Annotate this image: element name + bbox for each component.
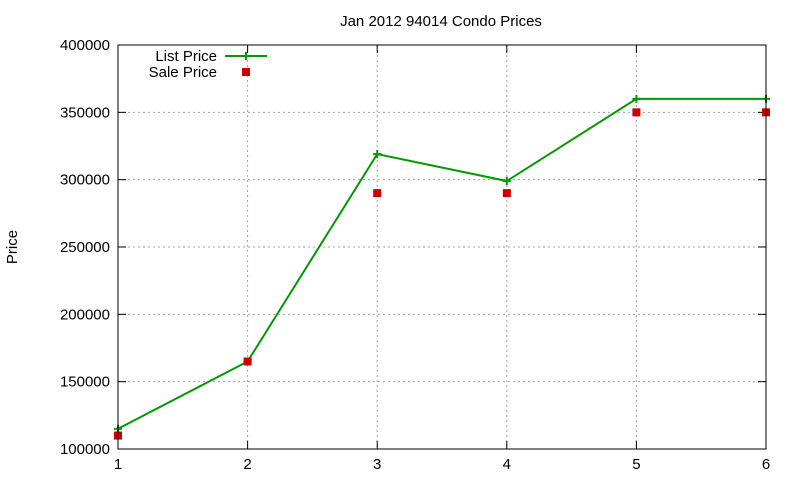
y-tick-label: 150000	[60, 374, 110, 391]
x-tick-label: 4	[503, 456, 511, 473]
legend-label: List Price	[155, 48, 217, 65]
sale-price-point	[632, 108, 641, 117]
legend-label: Sale Price	[149, 64, 217, 81]
x-tick-label: 6	[762, 456, 770, 473]
list-price-point	[373, 150, 382, 159]
sale-price-point	[243, 357, 252, 366]
list-price-point	[632, 94, 641, 103]
x-tick-label: 3	[373, 456, 381, 473]
y-tick-label: 350000	[60, 104, 110, 121]
legend-marker	[242, 68, 250, 76]
chart-title: Jan 2012 94014 Condo Prices	[340, 13, 542, 30]
plot-border	[117, 44, 767, 450]
series-layer	[114, 94, 770, 440]
x-tick-label: 2	[243, 456, 251, 473]
y-tick-label: 200000	[60, 306, 110, 323]
sale-price-point	[373, 189, 382, 198]
series-line-list-price	[117, 97, 766, 430]
y-axis-label: Price	[4, 230, 21, 264]
sale-price-point	[502, 189, 511, 198]
y-tick-label: 100000	[60, 441, 110, 458]
x-tick-label: 1	[114, 456, 122, 473]
y-tick-label: 250000	[60, 239, 110, 256]
y-tick-label: 300000	[60, 172, 110, 189]
grid	[118, 45, 766, 449]
list-price-point	[502, 177, 511, 186]
axis-ticks: 100000 150000 200000 250000 300000 350000 4000…	[60, 37, 770, 473]
y-tick-label: 400000	[60, 37, 110, 54]
x-tick-label: 5	[632, 456, 640, 473]
